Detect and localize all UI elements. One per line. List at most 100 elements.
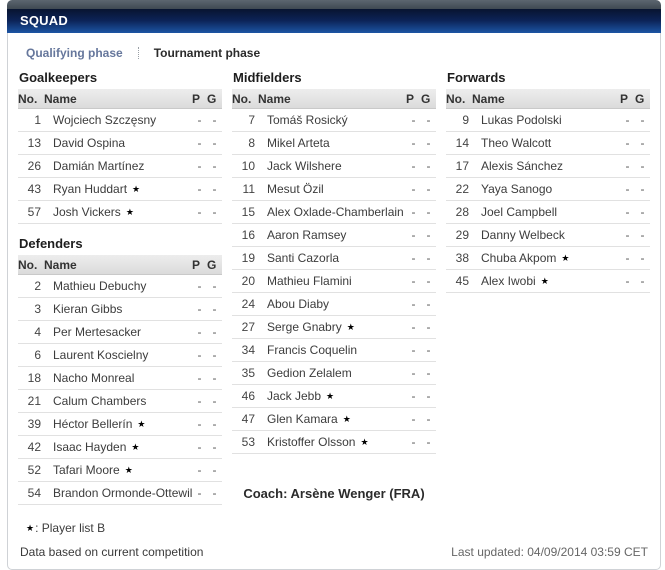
player-row: 35 Gedion Zelalem - -: [232, 361, 436, 385]
player-row: 53 Kristoffer Olsson ★ - -: [232, 430, 436, 454]
player-row: 15 Alex Oxlade-Chamberlain★ - -: [232, 200, 436, 224]
player-number: 9: [446, 108, 472, 132]
player-row: 20 Mathieu Flamini - -: [232, 269, 436, 293]
player-name: Laurent Koscielny: [44, 343, 192, 367]
player-number: 45: [446, 269, 472, 293]
player-name-text: Damián Martínez: [53, 159, 145, 173]
player-name: Theo Walcott: [472, 131, 620, 155]
player-row: 9 Lukas Podolski - -: [446, 108, 650, 132]
col-header-p: P: [192, 89, 207, 109]
player-name: Serge Gnabry ★: [258, 315, 406, 339]
player-row: 52 Tafari Moore ★ - -: [18, 458, 222, 482]
player-number: 43: [18, 177, 44, 201]
table-header-row: No. Name P G: [18, 255, 222, 275]
col-header-p: P: [406, 89, 421, 109]
player-name-text: Lukas Podolski: [481, 113, 562, 127]
player-number: 4: [18, 320, 44, 344]
player-number: 52: [18, 458, 44, 482]
col-header-name: Name: [44, 89, 192, 109]
player-number: 53: [232, 430, 258, 454]
panel-content: Qualifying phase Tournament phase Goalke…: [7, 33, 661, 570]
player-name-text: Theo Walcott: [481, 136, 552, 150]
player-name: Héctor Bellerín ★: [44, 412, 192, 436]
column-goalkeepers-defenders: Goalkeepers No. Name P G 1 Wojciech Szcz…: [18, 69, 222, 505]
player-number: 3: [18, 297, 44, 321]
player-row: 45 Alex Iwobi ★ - -: [446, 269, 650, 293]
table-header-row: No. Name P G: [18, 89, 222, 109]
player-name-text: Alex Oxlade-Chamberlain: [267, 205, 404, 219]
section-title: Defenders: [19, 236, 83, 251]
player-number: 19: [232, 246, 258, 270]
player-goals: -: [421, 269, 436, 293]
player-name-text: Josh Vickers: [53, 205, 121, 219]
player-matches-played: -: [192, 366, 207, 390]
player-name: Kristoffer Olsson ★: [258, 430, 406, 454]
player-number: 21: [18, 389, 44, 413]
player-name-text: Danny Welbeck: [481, 228, 565, 242]
player-row: 27 Serge Gnabry ★ - -: [232, 315, 436, 339]
player-row: 29 Danny Welbeck - -: [446, 223, 650, 247]
player-name-text: Chuba Akpom: [481, 251, 557, 265]
player-goals: -: [207, 108, 222, 132]
tab-tournament-phase[interactable]: Tournament phase: [153, 46, 261, 60]
section-title: Goalkeepers: [19, 70, 98, 85]
player-number: 14: [446, 131, 472, 155]
player-row: 10 Jack Wilshere - -: [232, 154, 436, 178]
player-name: Wojciech Szczęsny: [44, 108, 192, 132]
column-forwards: Forwards No. Name P G 9 Lukas Podolski -…: [446, 69, 650, 505]
player-name: Josh Vickers ★: [44, 200, 192, 224]
squad-table: No. Name P G 7 Tomáš Rosický - - 8 Mikel…: [232, 89, 436, 454]
player-goals: -: [207, 458, 222, 482]
player-number: 46: [232, 384, 258, 408]
player-row: 19 Santi Cazorla - -: [232, 246, 436, 270]
player-matches-played: -: [406, 131, 421, 155]
player-name: Jack Wilshere: [258, 154, 406, 178]
player-name: Lukas Podolski: [472, 108, 620, 132]
tab-qualifying-phase[interactable]: Qualifying phase: [26, 46, 123, 60]
col-header-no: No.: [446, 89, 472, 109]
player-list-b-star-icon: ★: [360, 437, 369, 447]
player-row: 17 Alexis Sánchez - -: [446, 154, 650, 178]
player-row: 43 Ryan Huddart ★ - -: [18, 177, 222, 201]
player-name-text: Mathieu Debuchy: [53, 279, 147, 293]
player-goals: -: [207, 481, 222, 505]
player-matches-played: -: [406, 430, 421, 454]
player-matches-played: -: [406, 407, 421, 431]
player-number: 24: [232, 292, 258, 316]
player-name: Kieran Gibbs: [44, 297, 192, 321]
player-name: Francis Coquelin: [258, 338, 406, 362]
phase-tabs: Qualifying phase Tournament phase: [18, 41, 650, 69]
col-header-name: Name: [258, 89, 406, 109]
table-header-row: No. Name P G: [232, 89, 436, 109]
player-name: Ryan Huddart ★: [44, 177, 192, 201]
player-goals: -: [635, 131, 650, 155]
squad-section: Defenders No. Name P G 2 Mathieu Debuchy…: [18, 235, 222, 505]
player-number: 47: [232, 407, 258, 431]
player-name: Danny Welbeck: [472, 223, 620, 247]
player-matches-played: -: [192, 320, 207, 344]
player-goals: -: [207, 366, 222, 390]
player-goals: -: [207, 274, 222, 298]
player-name: Damián Martínez: [44, 154, 192, 178]
player-name: Isaac Hayden ★: [44, 435, 192, 459]
footnote-text: : Player list B: [35, 521, 106, 535]
player-matches-played: -: [620, 269, 635, 293]
player-number: 6: [18, 343, 44, 367]
player-row: 54 Brandon Ormonde-Ottewill★ - -: [18, 481, 222, 505]
player-matches-played: -: [406, 269, 421, 293]
player-goals: -: [635, 223, 650, 247]
player-goals: -: [635, 177, 650, 201]
col-header-no: No.: [18, 255, 44, 275]
player-name: Brandon Ormonde-Ottewill★: [44, 481, 192, 505]
player-matches-played: -: [620, 246, 635, 270]
player-row: 57 Josh Vickers ★ - -: [18, 200, 222, 224]
player-name-text: Kristoffer Olsson: [267, 435, 356, 449]
player-goals: -: [421, 292, 436, 316]
player-name-text: Nacho Monreal: [53, 371, 135, 385]
player-matches-played: -: [192, 177, 207, 201]
page-title: SQUAD: [20, 13, 68, 28]
player-row: 39 Héctor Bellerín ★ - -: [18, 412, 222, 436]
player-name-text: Gedion Zelalem: [267, 366, 352, 380]
player-number: 26: [18, 154, 44, 178]
player-goals: -: [207, 435, 222, 459]
